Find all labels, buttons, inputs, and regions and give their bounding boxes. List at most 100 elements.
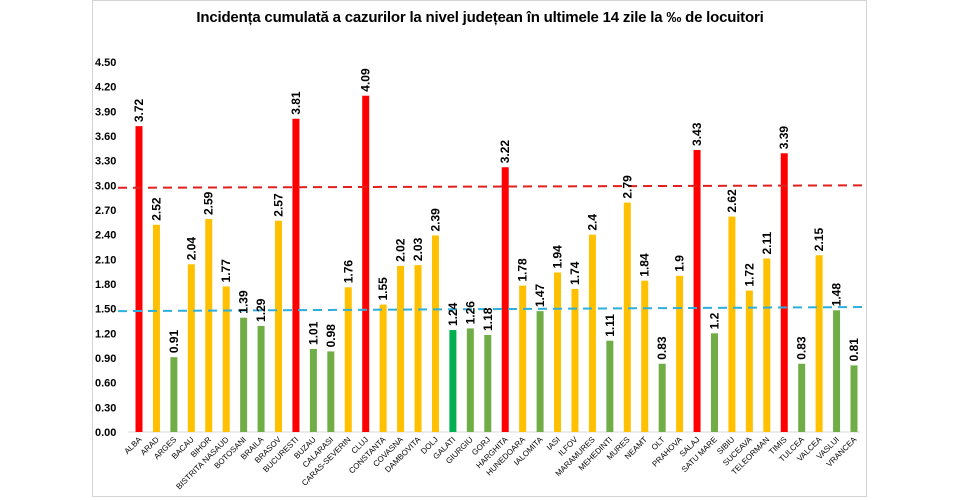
- bar-harghita: [501, 167, 509, 432]
- bar-alba: [135, 126, 143, 432]
- bar-valcea: [815, 255, 823, 432]
- y-tick-label: 4.20: [95, 82, 116, 94]
- data-label: 3.81: [289, 91, 303, 115]
- data-label: 1.24: [446, 302, 460, 326]
- bar-botosani: [240, 317, 248, 432]
- bar-braila: [257, 325, 265, 432]
- data-label: 2.57: [272, 193, 286, 217]
- bar-gorj: [484, 334, 492, 432]
- bar-ialomita: [536, 311, 544, 432]
- bar-vaslui: [833, 310, 841, 432]
- data-label: 1.78: [516, 258, 530, 282]
- y-tick-label: 1.20: [95, 328, 116, 340]
- data-label: 2.39: [428, 208, 442, 232]
- data-label: 0.91: [167, 329, 181, 353]
- bar-caras-severin: [344, 287, 352, 432]
- bar-bucuresti: [292, 118, 300, 432]
- bar-cluj: [362, 95, 370, 432]
- y-axis: 0.00 0.30 0.60 0.90 1.20 1.50 1.80 2.10 2.40 2.70…: [95, 57, 860, 439]
- data-label: 1.76: [341, 260, 355, 284]
- y-tick-label: 2.40: [95, 230, 116, 242]
- bar-maramures: [588, 234, 596, 432]
- bars: [135, 95, 858, 432]
- y-tick-label: 3.00: [95, 180, 116, 192]
- bar-dolj: [431, 235, 439, 432]
- data-label: 0.98: [324, 324, 338, 348]
- bar-covasna: [397, 265, 405, 432]
- data-label: 2.04: [184, 237, 198, 261]
- data-label: 1.11: [603, 314, 617, 337]
- bar-prahova: [676, 275, 684, 432]
- reference-line-threshold-1.5: [117, 306, 867, 313]
- bar-iasi: [554, 272, 562, 432]
- data-label: 4.09: [359, 68, 373, 92]
- bar-bacau: [187, 264, 195, 432]
- bar-calarasi: [327, 351, 335, 432]
- data-label: 3.72: [132, 98, 146, 122]
- bar-salaj: [693, 149, 701, 432]
- reference-line-threshold-3: [117, 184, 867, 189]
- y-tick-label: 2.70: [95, 205, 116, 217]
- bar-bistrita-nasaud: [222, 286, 230, 432]
- data-label: 3.39: [777, 126, 791, 150]
- y-tick-label: 1.80: [95, 279, 116, 291]
- y-tick-label: 1.50: [95, 304, 116, 316]
- bar-bihor: [205, 219, 213, 432]
- bar-hunedoara: [519, 285, 527, 432]
- data-label: 1.01: [306, 321, 320, 345]
- data-label: 1.29: [254, 298, 268, 322]
- data-label: 2.62: [725, 189, 739, 213]
- y-tick-label: 2.10: [95, 254, 116, 266]
- data-label: 3.22: [498, 140, 512, 164]
- bar-galati: [449, 330, 457, 432]
- data-label: 0.81: [847, 338, 861, 362]
- y-tick-label: 0.60: [95, 378, 116, 390]
- bar-arad: [152, 224, 160, 432]
- bar-timis: [780, 153, 788, 432]
- data-label: 1.84: [638, 253, 652, 277]
- data-label: 1.55: [376, 277, 390, 301]
- data-label: 0.83: [795, 336, 809, 360]
- data-label: 1.39: [237, 290, 251, 314]
- bar-olt: [658, 363, 666, 432]
- data-label: 2.4: [585, 214, 599, 231]
- bar-suceava: [745, 290, 753, 432]
- y-tick-label: 0.30: [95, 402, 116, 414]
- bar-buzau: [309, 348, 317, 432]
- y-tick-label: 0.00: [95, 427, 116, 439]
- data-label: 2.11: [760, 231, 774, 254]
- bar-brasov: [275, 220, 283, 432]
- data-label: 2.15: [812, 228, 826, 252]
- bar-ilfov: [571, 288, 579, 432]
- bar-tulcea: [798, 363, 806, 432]
- bar-arges: [170, 357, 178, 432]
- y-tick-label: 3.90: [95, 106, 116, 118]
- data-label: 2.52: [149, 197, 163, 221]
- data-label: 1.94: [551, 245, 565, 269]
- bar-mures: [623, 202, 631, 432]
- chart-title: Incidența cumulată a cazurilor la nivel …: [196, 9, 764, 26]
- data-label: 1.74: [568, 261, 582, 285]
- data-label: 0.83: [655, 336, 669, 360]
- data-label: 1.26: [463, 301, 477, 325]
- y-tick-label: 4.50: [95, 57, 116, 69]
- data-label: 1.77: [219, 259, 233, 283]
- bar-neamt: [641, 280, 649, 432]
- chart-frame: [92, 0, 867, 497]
- data-label: 2.59: [202, 191, 216, 215]
- data-label: 1.47: [533, 283, 547, 307]
- y-tick-label: 0.90: [95, 353, 116, 365]
- data-labels: 3.72 2.52 0.91 2.04 2.59 1.77 1.39 1.29 2.57 3.81…: [132, 68, 861, 361]
- bar-sibiu: [728, 216, 736, 432]
- reference-lines: [117, 184, 867, 313]
- data-label: 1.48: [830, 283, 844, 307]
- bar-satu-mare: [710, 333, 718, 432]
- bar-constanta: [379, 304, 387, 432]
- data-label: 1.72: [742, 263, 756, 287]
- data-label: 2.03: [411, 237, 425, 261]
- bar-giurgiu: [466, 328, 474, 432]
- data-label: 2.79: [620, 175, 634, 199]
- bar-teleorman: [763, 258, 771, 432]
